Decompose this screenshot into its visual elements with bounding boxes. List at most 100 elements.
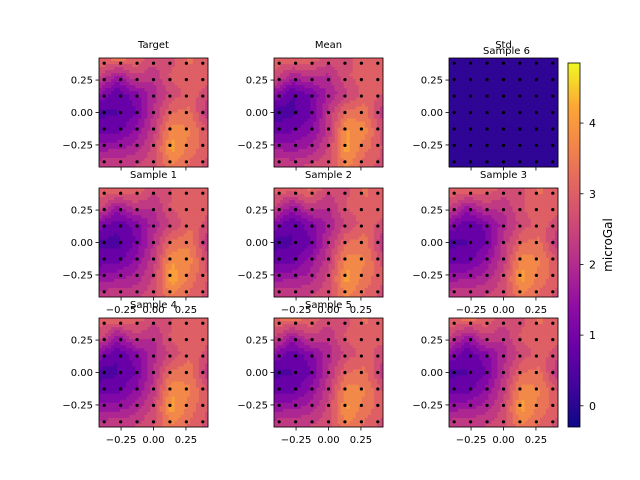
heatmap-cell	[536, 73, 541, 77]
heatmap-cell	[509, 82, 513, 86]
heatmap-cell	[150, 260, 154, 265]
station-point	[310, 78, 314, 82]
heatmap-cell	[165, 79, 170, 83]
heatmap-cell	[111, 91, 115, 95]
heatmap-cell	[114, 97, 118, 101]
heatmap-cell	[325, 121, 329, 126]
heatmap-cell	[280, 64, 284, 68]
station-point	[119, 78, 123, 82]
heatmap-cell	[346, 124, 351, 129]
heatmap-cell	[530, 61, 535, 65]
heatmap-cell	[283, 79, 287, 83]
heatmap-cell	[147, 106, 151, 110]
heatmap-cell	[274, 103, 278, 107]
heatmap-cell	[99, 112, 103, 116]
heatmap-cell	[174, 251, 179, 256]
heatmap-cell	[452, 121, 456, 126]
heatmap-cell	[123, 221, 127, 225]
heatmap-cell	[367, 94, 372, 98]
heatmap-cell	[171, 73, 176, 77]
heatmap-cell	[141, 88, 145, 92]
heatmap-cell	[542, 142, 547, 147]
heatmap-cell	[201, 151, 206, 156]
heatmap-cell	[114, 197, 118, 201]
heatmap-cell	[307, 67, 311, 71]
heatmap-cell	[114, 194, 118, 198]
heatmap-cell	[518, 100, 523, 104]
heatmap-cell	[337, 142, 342, 147]
heatmap-cell	[512, 94, 517, 98]
heatmap-cell	[548, 133, 553, 138]
heatmap-cell	[126, 145, 130, 150]
heatmap-cell	[162, 263, 167, 268]
heatmap-cell	[108, 203, 112, 207]
heatmap-cell	[310, 91, 314, 95]
heatmap-cell	[376, 91, 381, 95]
heatmap-cell	[310, 70, 314, 74]
heatmap-cell	[298, 157, 302, 162]
station-point	[359, 94, 363, 98]
heatmap-cell	[111, 130, 115, 135]
heatmap-cell	[129, 76, 133, 80]
heatmap-cell	[108, 94, 112, 98]
heatmap-cell	[289, 76, 293, 80]
heatmap-cell	[174, 136, 179, 141]
heatmap-cell	[177, 79, 182, 83]
heatmap-cell	[177, 224, 182, 228]
heatmap-cell	[289, 142, 293, 147]
heatmap-cell	[99, 88, 103, 92]
heatmap-cell	[168, 145, 173, 150]
heatmap-cell	[521, 118, 526, 122]
heatmap-cell	[120, 82, 124, 86]
heatmap-cell	[503, 82, 507, 86]
heatmap-cell	[147, 67, 151, 71]
heatmap-cell	[376, 70, 381, 74]
heatmap-cell	[464, 97, 468, 101]
heatmap-cell	[316, 127, 320, 132]
heatmap-cell	[153, 130, 157, 135]
heatmap-cell	[114, 218, 118, 222]
heatmap-cell	[195, 121, 200, 126]
heatmap-cell	[286, 70, 290, 74]
heatmap-cell	[455, 127, 459, 132]
heatmap-cell	[102, 218, 106, 222]
heatmap-cell	[536, 121, 541, 126]
heatmap-cell	[358, 118, 363, 122]
heatmap-cell	[126, 85, 130, 89]
heatmap-cell	[153, 124, 157, 129]
heatmap-cell	[485, 106, 489, 110]
heatmap-cell	[192, 76, 197, 80]
heatmap-cell	[554, 100, 559, 104]
heatmap-cell	[174, 97, 179, 101]
heatmap-cell	[165, 197, 170, 201]
heatmap-cell	[530, 151, 535, 156]
heatmap-cell	[198, 67, 203, 71]
heatmap-cell	[165, 97, 170, 101]
heatmap-cell	[171, 145, 176, 150]
heatmap-cell	[280, 94, 284, 98]
heatmap-cell	[153, 239, 157, 243]
heatmap-cell	[168, 70, 173, 74]
heatmap-cell	[138, 88, 142, 92]
heatmap-cell	[322, 154, 326, 159]
heatmap-cell	[195, 191, 200, 195]
heatmap-cell	[174, 124, 179, 129]
heatmap-cell	[123, 227, 127, 231]
heatmap-cell	[292, 145, 296, 150]
heatmap-cell	[551, 100, 556, 104]
heatmap-cell	[455, 157, 459, 162]
heatmap-cell	[373, 118, 378, 122]
heatmap-cell	[177, 209, 182, 213]
heatmap-cell	[322, 160, 326, 165]
heatmap-cell	[283, 94, 287, 98]
heatmap-cell	[506, 118, 510, 122]
station-point	[534, 143, 538, 147]
heatmap-cell	[159, 103, 163, 107]
heatmap-cell	[313, 130, 317, 135]
heatmap-cell	[361, 100, 366, 104]
heatmap-cell	[171, 127, 176, 132]
heatmap-cell	[476, 64, 480, 68]
heatmap-cell	[479, 82, 483, 86]
heatmap-cell	[283, 112, 287, 116]
heatmap-cell	[304, 145, 308, 150]
